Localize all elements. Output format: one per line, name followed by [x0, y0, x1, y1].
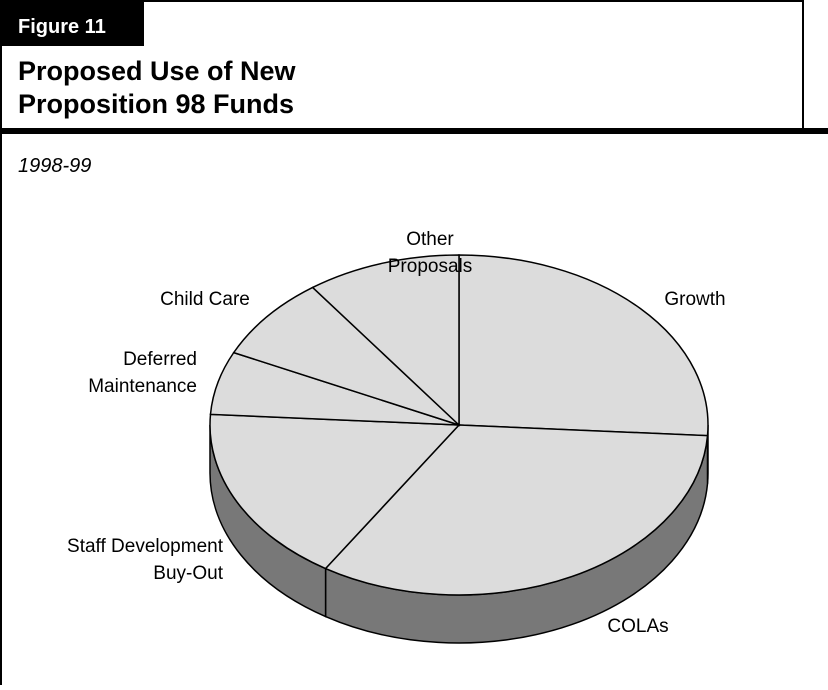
figure-label: Figure 11 [18, 16, 106, 38]
chart-subtitle: 1998-99 [18, 155, 91, 177]
title-rule [2, 128, 828, 134]
slice-label: Child Care [160, 289, 250, 310]
pie-slice [459, 255, 708, 436]
slice-label: COLAs [607, 616, 668, 637]
slice-label: Growth [664, 289, 725, 310]
